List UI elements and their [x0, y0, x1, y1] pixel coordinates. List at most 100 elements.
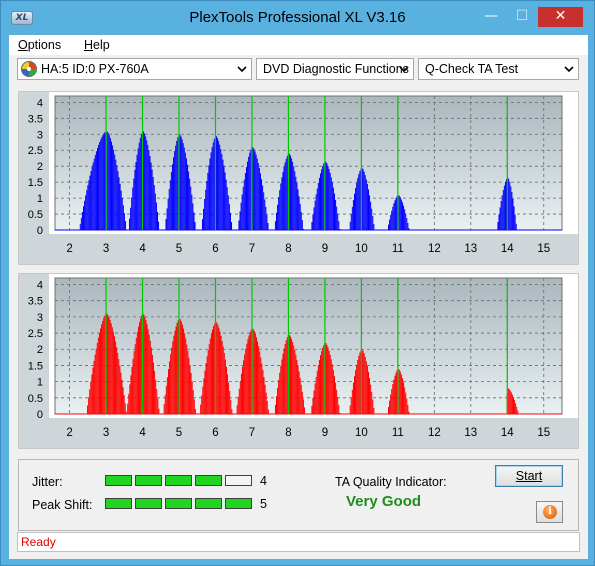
histogram-bar — [210, 333, 212, 414]
maximize-button[interactable]: ☐ — [515, 8, 529, 24]
histogram-bar — [403, 382, 405, 414]
histogram-bar — [282, 353, 284, 414]
x-tick-label: 3 — [103, 427, 109, 439]
histogram-bar — [220, 335, 222, 414]
histogram-bar — [179, 134, 181, 230]
histogram-bar — [335, 199, 337, 230]
y-tick-label: 3.5 — [28, 296, 43, 308]
histogram-bar — [86, 190, 88, 230]
histogram-bar — [140, 134, 142, 230]
histogram-bar — [288, 334, 290, 414]
histogram-bar — [356, 182, 358, 230]
histogram-bar — [154, 370, 156, 414]
histogram-bar — [132, 358, 134, 414]
histogram-bar — [357, 359, 359, 414]
histogram-bar — [103, 133, 105, 230]
histogram-bar — [291, 338, 293, 414]
histogram-bar — [150, 347, 152, 414]
histogram-bar — [371, 391, 373, 414]
histogram-bar — [335, 382, 337, 414]
histogram-bar — [369, 377, 371, 414]
test-select[interactable]: Q-Check TA Test — [418, 58, 579, 80]
histogram-bar — [406, 218, 408, 230]
histogram-bar — [184, 333, 186, 414]
histogram-bar — [187, 350, 189, 414]
histogram-bar — [223, 352, 225, 414]
histogram-bar — [248, 335, 250, 414]
histogram-bar — [204, 370, 206, 414]
minimize-button[interactable]: — — [484, 8, 498, 24]
histogram-bar — [163, 404, 165, 414]
histogram-bar — [240, 373, 242, 414]
histogram-bar — [174, 330, 176, 414]
top-chart: 0 0.5 1 1.5 2 2.5 3 3.5 4 2 3 4 5 6 7 8 9 10 11 12 13 14 15 — [19, 92, 578, 264]
histogram-bar — [373, 223, 375, 230]
histogram-bar — [145, 320, 147, 414]
chevron-down-icon — [399, 66, 409, 73]
histogram-bar — [515, 223, 517, 230]
histogram-bar — [153, 362, 155, 414]
function-select[interactable]: DVD Diagnostic Functions — [256, 58, 414, 80]
start-button[interactable]: Start — [495, 465, 563, 487]
histogram-bar — [292, 341, 294, 414]
histogram-bar — [320, 173, 322, 230]
histogram-bar — [187, 164, 189, 230]
histogram-bar — [137, 326, 139, 414]
histogram-bar — [118, 177, 120, 230]
histogram-bar — [323, 344, 325, 414]
histogram-bar — [117, 171, 119, 230]
histogram-bar — [190, 373, 192, 414]
histogram-bar — [207, 349, 209, 414]
histogram-bar — [387, 224, 389, 230]
histogram-bar — [91, 374, 93, 414]
x-tick-label: 5 — [176, 243, 182, 255]
histogram-bar — [267, 223, 269, 230]
histogram-bar — [517, 410, 519, 414]
drive-select[interactable]: HA:5 ID:0 PX-760A — [17, 58, 252, 80]
histogram-bar — [321, 169, 323, 230]
histogram-bar — [169, 180, 171, 230]
menu-options[interactable]: Options — [18, 38, 62, 52]
histogram-bar — [208, 165, 210, 230]
histogram-bar — [255, 154, 257, 230]
y-tick-label: 3 — [37, 129, 43, 141]
chevron-down-icon — [237, 66, 247, 73]
histogram-bar — [146, 324, 148, 414]
histogram-bar — [102, 320, 104, 414]
histogram-bar — [274, 221, 276, 230]
histogram-bar — [120, 190, 122, 230]
histogram-bar — [175, 326, 177, 414]
histogram-bar — [503, 185, 505, 230]
jitter-meter-segment — [165, 475, 192, 486]
histogram-bar — [387, 407, 389, 414]
histogram-bar — [130, 375, 132, 414]
close-button[interactable]: ✕ — [538, 7, 583, 27]
histogram-bar — [327, 347, 329, 414]
menu-help[interactable]: Help — [84, 38, 110, 52]
histogram-bar — [408, 411, 410, 414]
histogram-bar — [314, 200, 316, 230]
title-bar[interactable]: XL PlexTools Professional XL V3.16 — ☐ ✕ — [1, 1, 594, 35]
histogram-bar — [314, 383, 316, 414]
histogram-bar — [137, 148, 139, 230]
histogram-bar — [351, 206, 353, 230]
histogram-bar — [133, 178, 135, 230]
histogram-bar — [259, 173, 261, 230]
histogram-bar — [115, 341, 117, 414]
histogram-bar — [361, 167, 363, 230]
histogram-bar — [284, 344, 286, 414]
histogram-bar — [333, 193, 335, 230]
histogram-bar — [139, 322, 141, 414]
histogram-bar — [148, 334, 150, 414]
histogram-bar — [330, 359, 332, 414]
histogram-bar — [239, 211, 241, 230]
drive-select-value: HA:5 ID:0 PX-760A — [41, 62, 149, 76]
histogram-bar — [325, 161, 327, 230]
histogram-bar — [317, 182, 319, 230]
histogram-bar — [321, 351, 323, 414]
histogram-bar — [106, 313, 108, 414]
x-tick-label: 9 — [322, 427, 328, 439]
histogram-bar — [173, 157, 175, 230]
info-button[interactable]: i — [536, 501, 563, 523]
histogram-bar — [392, 384, 394, 414]
